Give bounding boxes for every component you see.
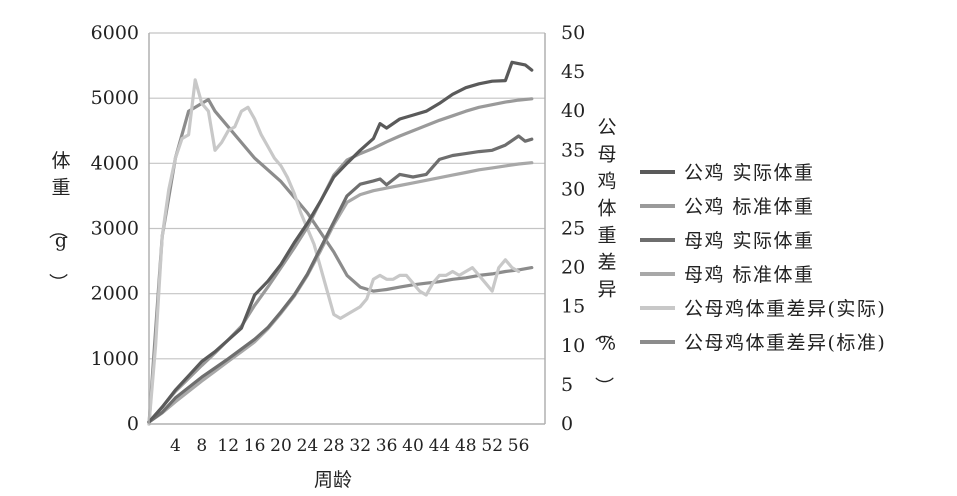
x-axis-label: 周龄 bbox=[314, 469, 352, 491]
legend-label-0: 公鸡 实际体重 bbox=[684, 162, 815, 184]
series-line-4 bbox=[147, 78, 521, 426]
y2-tick-label-7: 35 bbox=[561, 139, 585, 161]
y-tick-label-2: 2000 bbox=[91, 283, 139, 305]
series-lines bbox=[147, 60, 534, 426]
legend-label-2: 母鸡 实际体重 bbox=[684, 230, 815, 252]
y2-tick-label-5: 25 bbox=[561, 218, 585, 240]
y2-axis-label: 公母鸡体重差异（%） bbox=[592, 117, 616, 396]
series-line-3 bbox=[147, 161, 534, 424]
x-tick-label-1: 8 bbox=[196, 436, 207, 456]
x-tick-label-8: 36 bbox=[376, 436, 398, 456]
grid-lines bbox=[149, 32, 545, 360]
x-tick-label-12: 52 bbox=[481, 436, 503, 456]
y2-tick-label-6: 30 bbox=[561, 178, 585, 200]
y-tick-label-4: 4000 bbox=[91, 152, 139, 174]
y2-tick-label-0: 0 bbox=[561, 413, 573, 435]
x-tick-label-9: 40 bbox=[402, 436, 424, 456]
x-tick-label-5: 24 bbox=[297, 436, 319, 456]
x-axis-ticks: 4 8 12 16 20 24 28 32 36 40 44 48 52 56 bbox=[170, 436, 529, 456]
legend-label-1: 公鸡 标准体重 bbox=[684, 196, 815, 218]
y-tick-label-6: 6000 bbox=[91, 22, 139, 44]
y2-tick-label-3: 15 bbox=[561, 296, 585, 318]
y2-tick-label-10: 50 bbox=[561, 22, 585, 44]
y-tick-label-0: 0 bbox=[127, 413, 139, 435]
series-line-5 bbox=[147, 97, 534, 426]
plot-area bbox=[147, 32, 546, 426]
x-tick-label-3: 16 bbox=[244, 436, 266, 456]
y2-tick-label-4: 20 bbox=[561, 257, 585, 279]
legend-label-3: 母鸡 标准体重 bbox=[684, 264, 815, 286]
series-line-0 bbox=[147, 60, 534, 424]
legend-label-4: 公母鸡体重差异(实际) bbox=[684, 298, 886, 320]
y-axis-label: 体重（g） bbox=[46, 150, 70, 292]
x-tick-label-0: 4 bbox=[170, 436, 181, 456]
left-axis-ticks: 0 1000 2000 3000 4000 5000 6000 bbox=[91, 22, 139, 435]
y-tick-label-3: 3000 bbox=[91, 218, 139, 240]
x-tick-label-4: 20 bbox=[270, 436, 292, 456]
y2-tick-label-9: 45 bbox=[561, 61, 585, 83]
x-tick-label-13: 56 bbox=[508, 436, 530, 456]
series-line-2 bbox=[147, 134, 534, 424]
y2-tick-label-1: 5 bbox=[561, 374, 573, 396]
y-tick-label-1: 1000 bbox=[91, 348, 139, 370]
x-tick-label-11: 48 bbox=[455, 436, 477, 456]
axes bbox=[148, 33, 546, 425]
y-tick-label-5: 5000 bbox=[91, 87, 139, 109]
right-axis-ticks: 0 5 10 15 20 25 30 35 40 45 50 bbox=[561, 22, 585, 435]
x-tick-label-7: 32 bbox=[349, 436, 371, 456]
y2-tick-label-2: 10 bbox=[561, 335, 585, 357]
x-tick-label-2: 12 bbox=[217, 436, 239, 456]
x-tick-label-10: 44 bbox=[429, 436, 451, 456]
y2-tick-label-8: 40 bbox=[561, 100, 585, 122]
legend-label-5: 公母鸡体重差异(标准) bbox=[684, 332, 886, 354]
x-tick-label-6: 28 bbox=[323, 436, 345, 456]
